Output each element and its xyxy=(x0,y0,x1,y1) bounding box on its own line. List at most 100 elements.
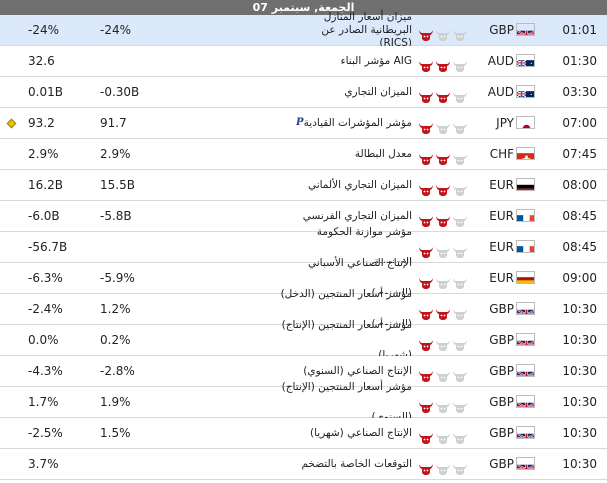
event-row[interactable]: 01:30 AUD AIG مؤشر البناء 32.6 xyxy=(0,46,607,77)
event-name[interactable]: ميزان أسعار المنازل البريطانية الصادر عن… xyxy=(280,11,412,49)
actual-value: -6.3% xyxy=(28,271,63,285)
bull-icon xyxy=(435,365,451,382)
currency-code: EUR xyxy=(489,209,514,223)
event-row[interactable]: 10:30 GBP الإنتاج الصناعي (السنوي) -2.8%… xyxy=(0,356,607,387)
actual-value: 32.6 xyxy=(28,54,55,68)
actual-value: 16.2B xyxy=(28,178,63,192)
volatility-bulls xyxy=(418,170,476,200)
event-row[interactable]: 07:00 JPY مؤشر المؤشرات القيادية P 91.7 … xyxy=(0,108,607,139)
bull-icon xyxy=(435,117,451,134)
currency-code: EUR xyxy=(489,240,514,254)
actual-value: 93.2 xyxy=(28,116,55,130)
event-row[interactable]: 09:00 EUR الإنتاج الصناعي الأسباني (السن… xyxy=(0,257,607,299)
forecast-value xyxy=(100,46,180,76)
event-time: 10:30 xyxy=(562,333,597,347)
bull-icon xyxy=(418,86,434,103)
event-name[interactable]: الإنتاج الصناعي (السنوي) xyxy=(280,356,412,386)
actual-value: -6.0B xyxy=(28,209,60,223)
event-row[interactable]: 10:30 GBP مؤشر أسعار المنتجين (الدخل) (ا… xyxy=(0,288,607,330)
event-name[interactable]: الميزان التجاري الفرنسي xyxy=(280,201,412,231)
event-row[interactable]: 10:30 GBP مؤشر أسعار المنتجين (الإنتاج) … xyxy=(0,381,607,423)
currency-code: AUD xyxy=(487,54,514,68)
event-time: 08:00 xyxy=(562,178,597,192)
actual-value: -4.3% xyxy=(28,364,63,378)
volatility-bulls xyxy=(418,15,476,45)
flag-gb-icon xyxy=(516,333,535,346)
volatility-bulls xyxy=(418,449,476,479)
flag-gb-icon xyxy=(516,23,535,36)
event-name[interactable]: الإنتاج الصناعي (شهريا) xyxy=(280,418,412,448)
event-name[interactable]: مؤشر المؤشرات القيادية xyxy=(280,108,412,138)
currency-code: GBP xyxy=(489,426,514,440)
bull-icon xyxy=(452,303,468,320)
bull-icon xyxy=(418,303,434,320)
event-time: 01:30 xyxy=(562,54,597,68)
event-time: 10:30 xyxy=(562,457,597,471)
currency-code: GBP xyxy=(489,333,514,347)
event-name[interactable]: الميزان التجاري الألماني xyxy=(280,170,412,200)
currency-code: GBP xyxy=(489,23,514,37)
bull-icon xyxy=(452,365,468,382)
event-row[interactable]: 08:45 EUR مؤشر موازنة الحكومة الفرنسية -… xyxy=(0,226,607,268)
actual-value: -56.7B xyxy=(28,240,68,254)
event-row[interactable]: 03:30 AUD الميزان التجاري -0.30B 0.01B xyxy=(0,77,607,108)
event-time: 01:01 xyxy=(562,23,597,37)
actual-value: 3.7% xyxy=(28,457,59,471)
currency-code: GBP xyxy=(489,302,514,316)
event-row[interactable]: 10:30 GBP مؤشر أسعار المنتجين (الإنتاج) … xyxy=(0,319,607,361)
bull-icon xyxy=(452,241,468,258)
event-name[interactable]: معدل البطالة xyxy=(280,139,412,169)
event-name[interactable]: AIG مؤشر البناء xyxy=(280,46,412,76)
forecast-value: -2.8% xyxy=(100,364,135,378)
volatility-bulls xyxy=(418,418,476,448)
actual-value: -2.4% xyxy=(28,302,63,316)
event-row[interactable]: 07:45 CHF معدل البطالة 2.9% 2.9% xyxy=(0,139,607,170)
flag-gb-icon xyxy=(516,302,535,315)
volatility-bulls xyxy=(418,46,476,76)
preliminary-marker: P xyxy=(296,117,304,128)
event-name-line1: الميزان التجاري xyxy=(344,86,412,98)
event-name[interactable]: التوقعات الخاصة بالتضخم xyxy=(280,449,412,479)
volatility-bulls xyxy=(418,294,476,324)
forecast-value: 2.9% xyxy=(100,147,131,161)
bull-icon xyxy=(452,55,468,72)
event-name[interactable]: مؤشر أسعار المنتجين (الإنتاج) (السنوي) xyxy=(280,381,412,423)
event-name-line1: معدل البطالة xyxy=(354,148,412,160)
bull-icon xyxy=(435,55,451,72)
event-row[interactable]: 08:45 EUR الميزان التجاري الفرنسي -5.8B … xyxy=(0,201,607,232)
bull-icon xyxy=(418,24,434,41)
bull-icon xyxy=(418,179,434,196)
event-time: 07:45 xyxy=(562,147,597,161)
event-row[interactable]: 10:30 GBP الإنتاج الصناعي (شهريا) 1.5% -… xyxy=(0,418,607,449)
event-name[interactable]: الميزان التجاري xyxy=(280,77,412,107)
flag-de-icon xyxy=(516,178,535,191)
volatility-bulls xyxy=(418,356,476,386)
volatility-bulls xyxy=(418,232,476,262)
event-row[interactable]: 10:30 GBP التوقعات الخاصة بالتضخم 3.7% xyxy=(0,449,607,480)
event-time: 08:45 xyxy=(562,209,597,223)
event-row[interactable]: 01:01 GBP ميزان أسعار المنازل البريطانية… xyxy=(0,11,607,49)
flag-fr-icon xyxy=(516,209,535,222)
volatility-bulls xyxy=(418,387,476,417)
bull-icon xyxy=(418,55,434,72)
event-name[interactable]: مؤشر أسعار المنتجين (الإنتاج) (شهريا) xyxy=(280,319,412,361)
bull-icon xyxy=(452,86,468,103)
volatility-bulls xyxy=(418,201,476,231)
bull-icon xyxy=(435,86,451,103)
flag-au-icon xyxy=(516,54,535,67)
bull-icon xyxy=(418,117,434,134)
volatility-bulls xyxy=(418,139,476,169)
date-header: الجمعة, سبتمبر 07 xyxy=(0,0,607,15)
event-time: 10:30 xyxy=(562,426,597,440)
event-time: 10:30 xyxy=(562,364,597,378)
bull-icon xyxy=(435,303,451,320)
actual-value: 2.9% xyxy=(28,147,59,161)
currency-code: GBP xyxy=(489,457,514,471)
event-row[interactable]: 08:00 EUR الميزان التجاري الألماني 15.5B… xyxy=(0,170,607,201)
event-name-line1: AIG مؤشر البناء xyxy=(340,55,412,67)
forecast-value: 91.7 xyxy=(100,116,127,130)
bull-icon xyxy=(452,117,468,134)
bull-icon xyxy=(452,179,468,196)
bull-icon xyxy=(435,179,451,196)
bull-icon xyxy=(418,427,434,444)
